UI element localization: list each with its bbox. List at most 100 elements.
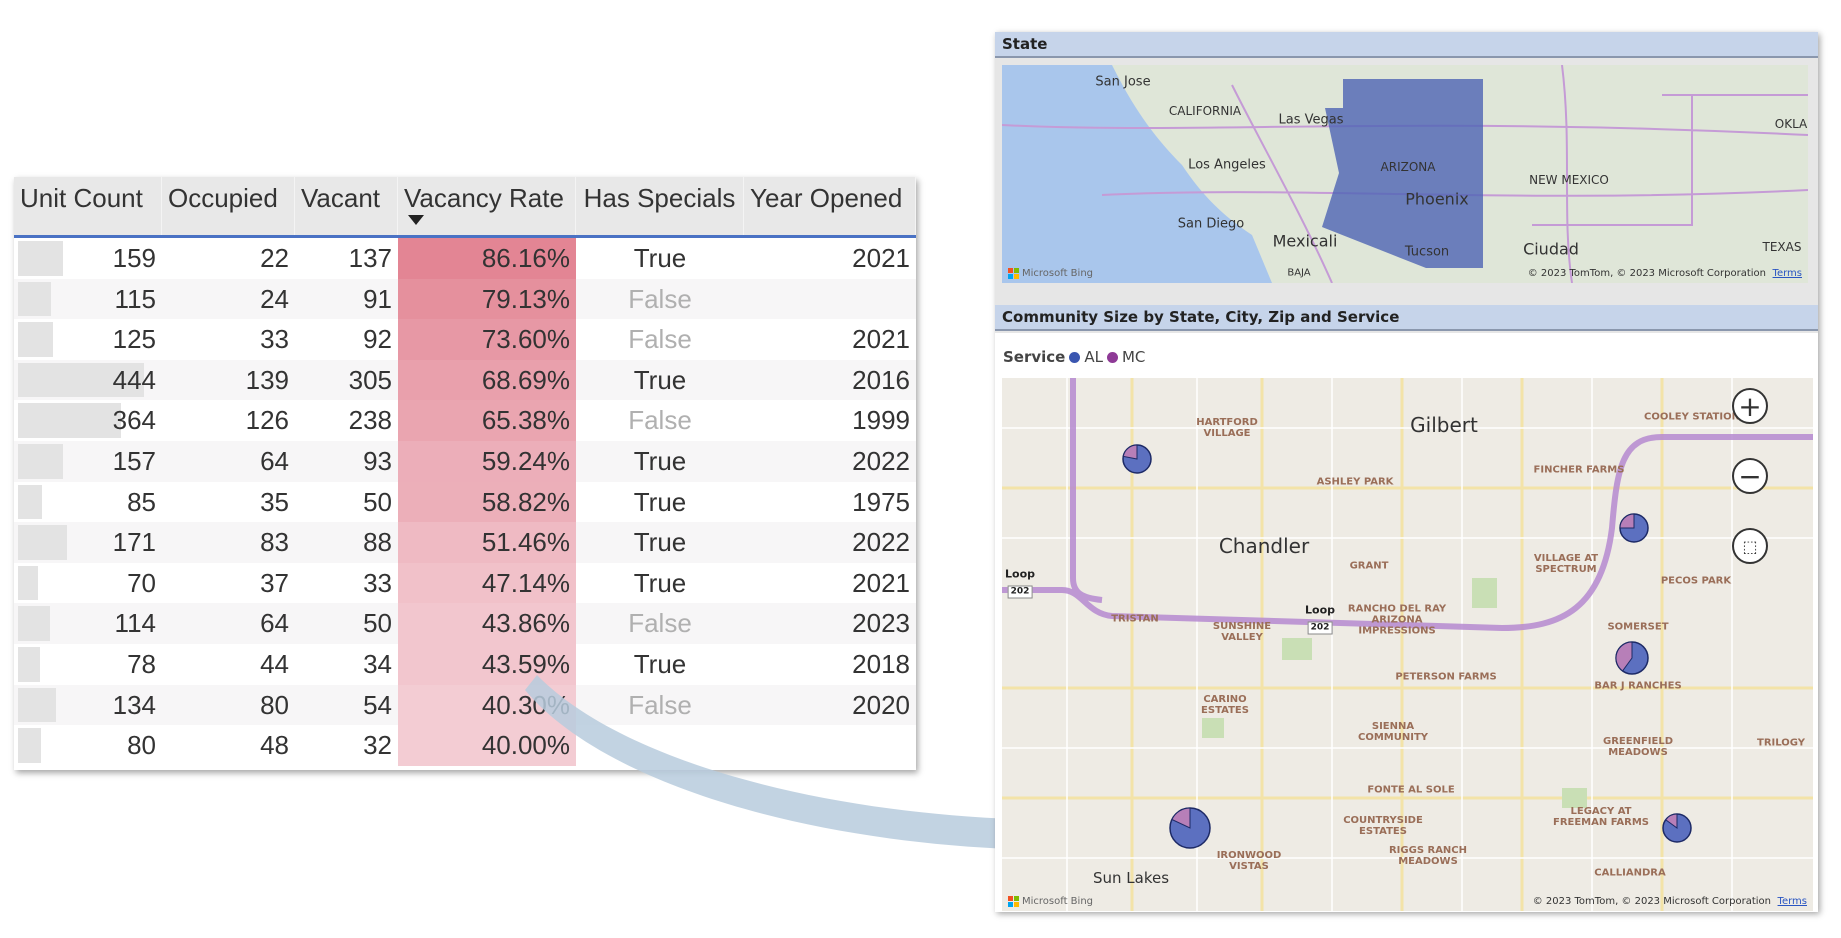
community-pie[interactable] [1122, 444, 1152, 474]
cell-occupied: 48 [162, 725, 295, 766]
cell-vacancy-rate: 43.86% [398, 603, 576, 644]
table-row[interactable]: 125 33 92 73.60% False 2021 [14, 319, 916, 360]
cell-value: False [628, 689, 692, 720]
cell-value: 126 [245, 405, 289, 436]
cell-value: 115 [114, 283, 156, 314]
table-row[interactable]: 157 64 93 59.24% True 2022 [14, 440, 916, 482]
place-label: HARTFORD VILLAGE [1196, 417, 1258, 439]
unit-count-data-bar [18, 443, 63, 479]
column-header-has-specials[interactable]: Has Specials [576, 177, 744, 235]
cell-value: True [633, 567, 687, 598]
column-header-year-opened[interactable]: Year Opened [744, 177, 916, 235]
pie-slice-mc[interactable] [1619, 513, 1635, 529]
unit-count-data-bar [18, 281, 51, 317]
city-label: Gilbert [1410, 413, 1478, 437]
column-header-label: Vacancy Rate [404, 183, 564, 213]
cell-vacant: 50 [295, 482, 398, 523]
table-row[interactable]: 159 22 137 86.16% True 2021 [14, 238, 916, 279]
place-label: GREENFIELD MEADOWS [1603, 736, 1673, 758]
table-row[interactable]: 444 139 305 68.69% True 2016 [14, 359, 916, 401]
table-row[interactable]: 364 126 238 65.38% False 1999 [14, 400, 916, 441]
pie-slice-mc[interactable] [1664, 813, 1678, 829]
cell-unit-count: 85 [14, 482, 162, 523]
cell-value: 37 [260, 567, 289, 598]
pie-slice-mc[interactable] [1122, 444, 1138, 460]
cell-has-specials: True [576, 441, 744, 482]
state-map[interactable]: San Jose CALIFORNIA Las Vegas Los Angele… [1002, 65, 1808, 283]
unit-count-data-bar [18, 362, 144, 398]
cell-vacant: 137 [295, 238, 398, 279]
table-row[interactable]: 85 35 50 58.82% True 1975 [14, 481, 916, 523]
unit-count-data-bar [18, 525, 67, 560]
cell-unit-count: 115 [14, 279, 162, 320]
map-label: San Jose [1095, 74, 1151, 90]
cell-unit-count: 80 [14, 725, 162, 766]
table-row[interactable]: 115 24 91 79.13% False [14, 278, 916, 320]
arizona-region[interactable] [1322, 79, 1483, 268]
community-pie[interactable] [1169, 807, 1211, 849]
table-body: 159 22 137 86.16% True 2021 115 24 91 79.13% False… [14, 238, 916, 766]
column-header-vacant[interactable]: Vacant [295, 177, 398, 235]
column-header-occupied[interactable]: Occupied [162, 177, 295, 235]
zoom-out-button[interactable]: − [1732, 458, 1768, 494]
cell-value: 34 [363, 648, 392, 679]
pie-slice-mc[interactable] [1171, 807, 1191, 829]
legend-label-mc[interactable]: MC [1121, 348, 1146, 366]
cell-unit-count: 171 [14, 522, 162, 563]
cell-value: 2020 [852, 689, 910, 720]
map-label: ARIZONA [1380, 160, 1436, 174]
table-row[interactable]: 134 80 54 40.30% False 2020 [14, 684, 916, 726]
cell-value: 2022 [852, 527, 910, 558]
select-area-button[interactable]: ⬚ [1732, 528, 1768, 564]
cell-value: 159 [112, 243, 156, 273]
map-label: NEW MEXICO [1529, 173, 1609, 187]
sort-descending-icon [408, 215, 424, 225]
community-pie[interactable] [1662, 813, 1692, 843]
cell-value: False [628, 283, 692, 314]
terms-link[interactable]: Terms [1772, 268, 1802, 279]
cell-value: 2022 [852, 445, 910, 476]
community-pie[interactable] [1615, 641, 1649, 675]
cell-occupied: 64 [162, 603, 295, 644]
cell-value: 58.82% [481, 486, 570, 517]
cell-occupied: 83 [162, 522, 295, 563]
cell-value: 1999 [852, 405, 910, 436]
cell-value: False [628, 405, 692, 436]
cell-vacancy-rate: 51.46% [398, 522, 576, 563]
place-label: IRONWOOD VISTAS [1216, 850, 1282, 872]
place-label: TRILOGY [1757, 737, 1805, 749]
legend-label-al[interactable]: AL [1084, 348, 1103, 366]
pie-slice-mc[interactable] [1615, 641, 1633, 672]
service-legend: Service AL MC [1003, 348, 1145, 366]
cell-value: 88 [363, 527, 392, 558]
cell-vacant: 305 [295, 360, 398, 401]
community-map[interactable]: Gilbert Chandler Sun Lakes HARTFORD VILLAG… [1002, 378, 1813, 911]
cell-value: 83 [260, 527, 289, 558]
cell-vacant: 88 [295, 522, 398, 563]
table-row[interactable]: 78 44 34 43.59% True 2018 [14, 643, 916, 685]
cell-unit-count: 157 [14, 441, 162, 482]
cell-value: 70 [127, 567, 156, 598]
table-row[interactable]: 70 37 33 47.14% True 2021 [14, 562, 916, 604]
terms-link[interactable]: Terms [1777, 896, 1807, 907]
cell-vacant: 238 [295, 400, 398, 441]
road-shield: 202 [1007, 585, 1033, 599]
zoom-in-button[interactable]: + [1732, 388, 1768, 424]
cell-value: 114 [114, 608, 156, 639]
table-row[interactable]: 114 64 50 43.86% False 2023 [14, 603, 916, 644]
table-row[interactable]: 80 48 32 40.00% [14, 725, 916, 766]
place-label: PECOS PARK [1660, 575, 1732, 587]
cell-value: 44 [260, 648, 289, 679]
map-copyright: © 2023 TomTom, © 2023 Microsoft Corporat… [1527, 268, 1766, 279]
map-label: Las Vegas [1278, 112, 1344, 128]
cell-value: 2016 [852, 364, 910, 395]
community-map-graphic [1002, 378, 1813, 911]
table-row[interactable]: 171 83 88 51.46% True 2022 [14, 522, 916, 563]
cell-value: 50 [363, 608, 392, 639]
cell-vacant: 54 [295, 685, 398, 726]
column-header-vacancy-rate[interactable]: Vacancy Rate [398, 177, 576, 235]
cell-vacancy-rate: 73.60% [398, 319, 576, 360]
community-pie[interactable] [1619, 513, 1649, 543]
microsoft-logo-icon [1008, 896, 1019, 907]
column-header-unit-count[interactable]: Unit Count [14, 177, 162, 235]
